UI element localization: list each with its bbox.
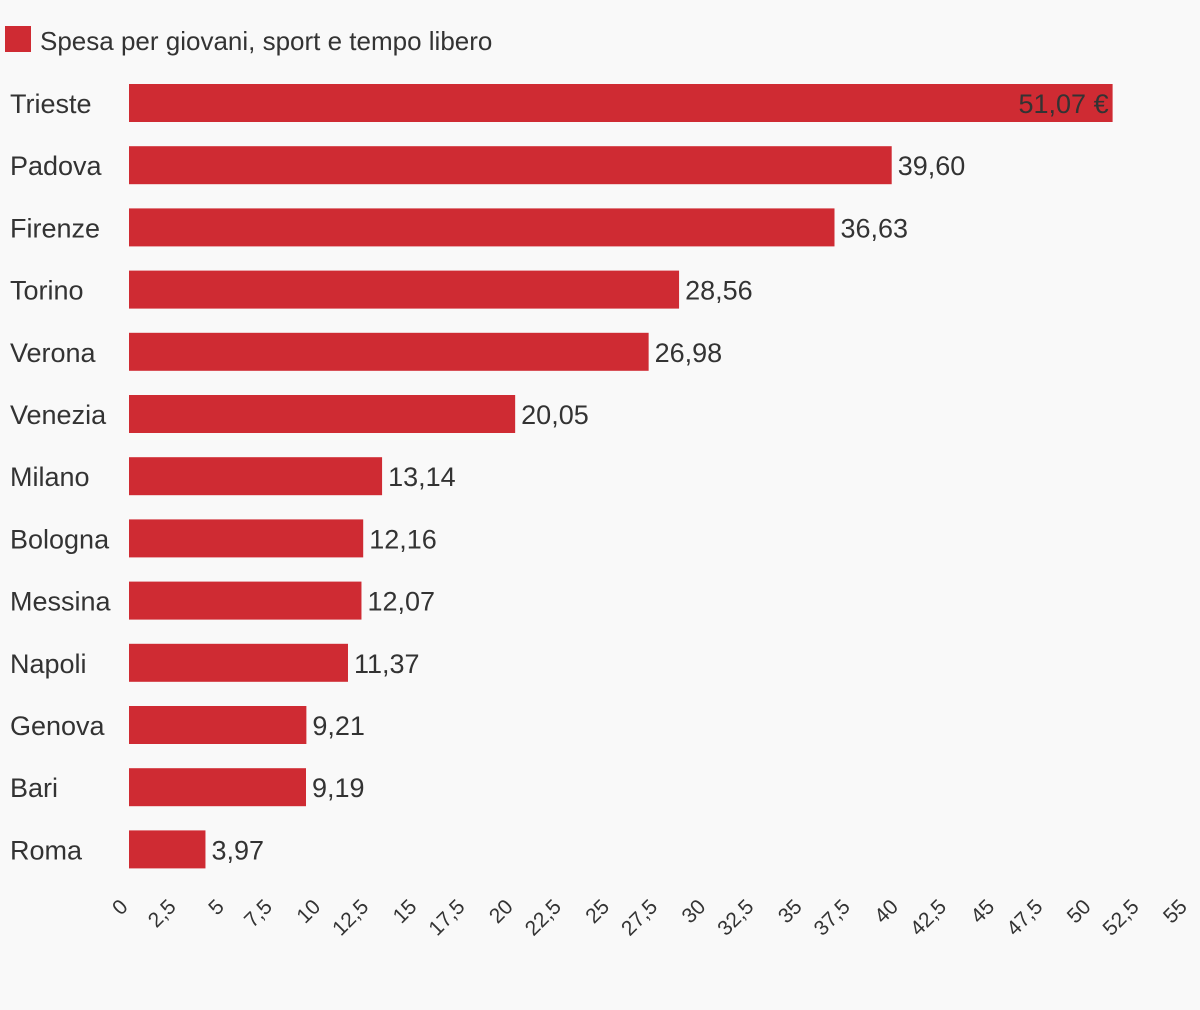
bars — [129, 84, 1113, 869]
x-tick-label: 7,5 — [240, 895, 277, 932]
category-label: Firenze — [10, 213, 100, 243]
x-tick-label: 20 — [485, 895, 518, 928]
bar — [129, 208, 835, 247]
value-label: 12,07 — [367, 587, 435, 617]
x-tick-label: 0 — [108, 895, 133, 920]
x-tick-label: 27,5 — [617, 895, 662, 940]
value-label: 51,07 € — [1019, 89, 1109, 119]
legend: Spesa per giovani, sport e tempo libero — [5, 26, 492, 56]
bar — [129, 581, 362, 620]
bar — [129, 457, 383, 496]
x-axis: 0 2,5 5 7,5 10 12,5 15 17,5 20 22,5 25 27,5 30 32,5 35… — [108, 895, 1192, 940]
bar — [129, 84, 1113, 122]
x-tick-label: 2,5 — [144, 895, 181, 932]
value-label: 26,98 — [655, 338, 723, 368]
value-label: 9,21 — [312, 711, 365, 741]
category-label: Venezia — [10, 400, 107, 430]
category-label: Roma — [10, 835, 83, 865]
legend-label: Spesa per giovani, sport e tempo libero — [40, 26, 492, 56]
bar — [129, 395, 516, 433]
category-label: Trieste — [10, 89, 92, 119]
bar — [129, 768, 306, 807]
x-tick-label: 47,5 — [1002, 895, 1047, 940]
x-tick-label: 15 — [389, 895, 422, 928]
category-labels: Trieste Padova Firenze Torino Verona Venezia M… — [10, 89, 112, 865]
x-tick-label: 17,5 — [424, 895, 469, 940]
x-tick-label: 37,5 — [810, 895, 855, 940]
value-label: 39,60 — [898, 151, 966, 181]
x-tick-label: 30 — [678, 895, 711, 928]
value-label: 9,19 — [312, 773, 365, 803]
value-label: 36,63 — [840, 213, 908, 243]
category-label: Napoli — [10, 649, 87, 679]
category-label: Messina — [10, 587, 112, 617]
x-tick-label: 52,5 — [1099, 895, 1144, 940]
value-label: 28,56 — [685, 276, 753, 306]
value-label: 11,37 — [354, 649, 420, 679]
category-label: Bari — [10, 773, 58, 803]
category-label: Padova — [10, 151, 103, 181]
bar — [129, 643, 348, 682]
bar — [129, 270, 680, 309]
bar — [129, 146, 892, 185]
value-label: 20,05 — [521, 400, 589, 430]
x-tick-label: 42,5 — [906, 895, 951, 940]
x-tick-label: 12,5 — [328, 895, 373, 940]
legend-swatch — [5, 26, 31, 52]
value-labels: 51,07 € 39,60 36,63 28,56 26,98 20,05 13,14 12,… — [211, 89, 1108, 865]
value-label: 3,97 — [211, 835, 264, 865]
x-tick-label: 32,5 — [713, 895, 758, 940]
value-label: 13,14 — [388, 462, 456, 492]
category-label: Genova — [10, 711, 106, 741]
x-tick-label: 5 — [204, 895, 229, 920]
x-tick-label: 45 — [966, 895, 999, 928]
x-tick-label: 55 — [1159, 895, 1192, 928]
x-tick-label: 40 — [870, 895, 903, 928]
category-label: Bologna — [10, 524, 110, 554]
bar — [129, 830, 206, 869]
x-tick-label: 10 — [292, 895, 325, 928]
bar — [129, 706, 307, 744]
category-label: Verona — [10, 338, 97, 368]
x-tick-label: 25 — [581, 895, 614, 928]
category-label: Torino — [10, 276, 84, 306]
x-tick-label: 50 — [1063, 895, 1096, 928]
bar — [129, 519, 364, 558]
bar — [129, 332, 649, 371]
category-label: Milano — [10, 462, 90, 492]
x-tick-label: 22,5 — [521, 895, 566, 940]
value-label: 12,16 — [369, 524, 437, 554]
x-tick-label: 35 — [774, 895, 807, 928]
